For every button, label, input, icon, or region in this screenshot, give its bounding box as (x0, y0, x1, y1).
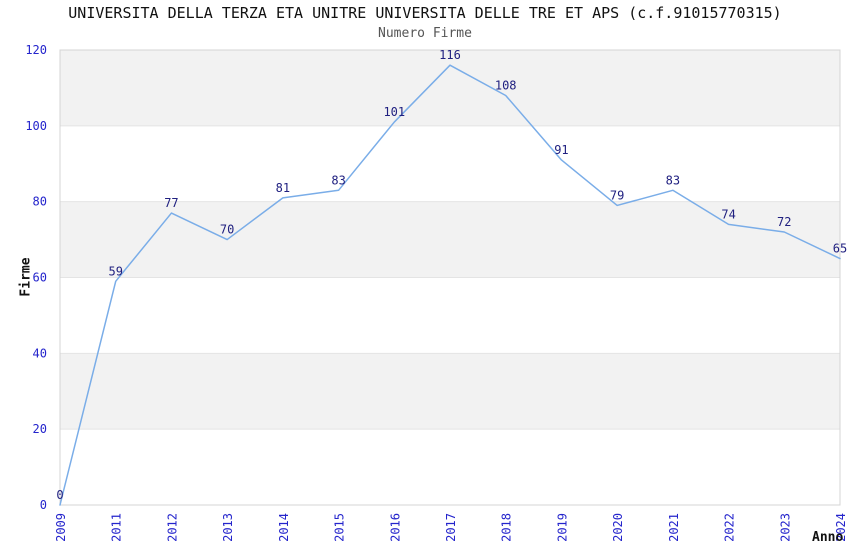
data-point-label: 0 (56, 488, 63, 502)
data-point-label: 70 (220, 223, 234, 237)
plot-band (60, 201, 840, 278)
x-tick-label: 2012 (165, 513, 179, 542)
y-tick-label: 100 (25, 119, 47, 133)
data-point-label: 91 (554, 143, 568, 157)
data-point-label: 83 (666, 173, 680, 187)
x-tick-label: 2011 (110, 513, 124, 542)
x-tick-label: 2024 (834, 513, 848, 542)
data-point-label: 77 (164, 196, 178, 210)
data-point-label: 101 (383, 105, 405, 119)
x-tick-label: 2018 (500, 513, 514, 542)
y-axis-title: Firme (18, 257, 34, 297)
x-tick-label: 2009 (54, 513, 68, 542)
y-tick-label: 60 (33, 271, 47, 285)
chart-subtitle: Numero Firme (378, 26, 472, 41)
x-tick-label: 2016 (388, 513, 402, 542)
x-tick-label: 2023 (778, 513, 792, 542)
plot-band (60, 50, 840, 126)
data-point-label: 116 (439, 48, 461, 62)
chart-title: UNIVERSITA DELLA TERZA ETA UNITRE UNIVER… (68, 4, 782, 22)
series-line (59, 64, 841, 506)
x-tick-label: 2021 (667, 513, 681, 542)
data-point-label: 65 (833, 242, 847, 256)
data-point-label: 72 (777, 215, 791, 229)
y-tick-label: 20 (33, 422, 47, 436)
data-point-label: 79 (610, 188, 624, 202)
y-tick-label: 0 (40, 498, 47, 512)
x-tick-label: 2013 (221, 513, 235, 542)
y-tick-label: 80 (33, 195, 47, 209)
x-axis-title: Anno (812, 530, 844, 545)
data-point-label: 108 (495, 79, 517, 93)
plot-band (60, 353, 840, 430)
x-tick-label: 2017 (444, 513, 458, 542)
y-tick-label: 40 (33, 346, 47, 360)
x-tick-label: 2022 (723, 513, 737, 542)
x-tick-label: 2019 (555, 513, 569, 542)
y-tick-label: 120 (25, 43, 47, 57)
data-point-label: 81 (276, 181, 290, 195)
x-tick-label: 2014 (277, 513, 291, 542)
plot-border (59, 49, 841, 506)
data-point-label: 83 (331, 173, 345, 187)
data-point-label: 59 (108, 264, 122, 278)
x-tick-label: 2015 (333, 513, 347, 542)
data-point-label: 74 (721, 207, 735, 221)
x-tick-label: 2020 (611, 513, 625, 542)
